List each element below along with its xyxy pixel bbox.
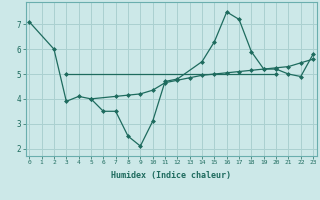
X-axis label: Humidex (Indice chaleur): Humidex (Indice chaleur) [111, 171, 231, 180]
